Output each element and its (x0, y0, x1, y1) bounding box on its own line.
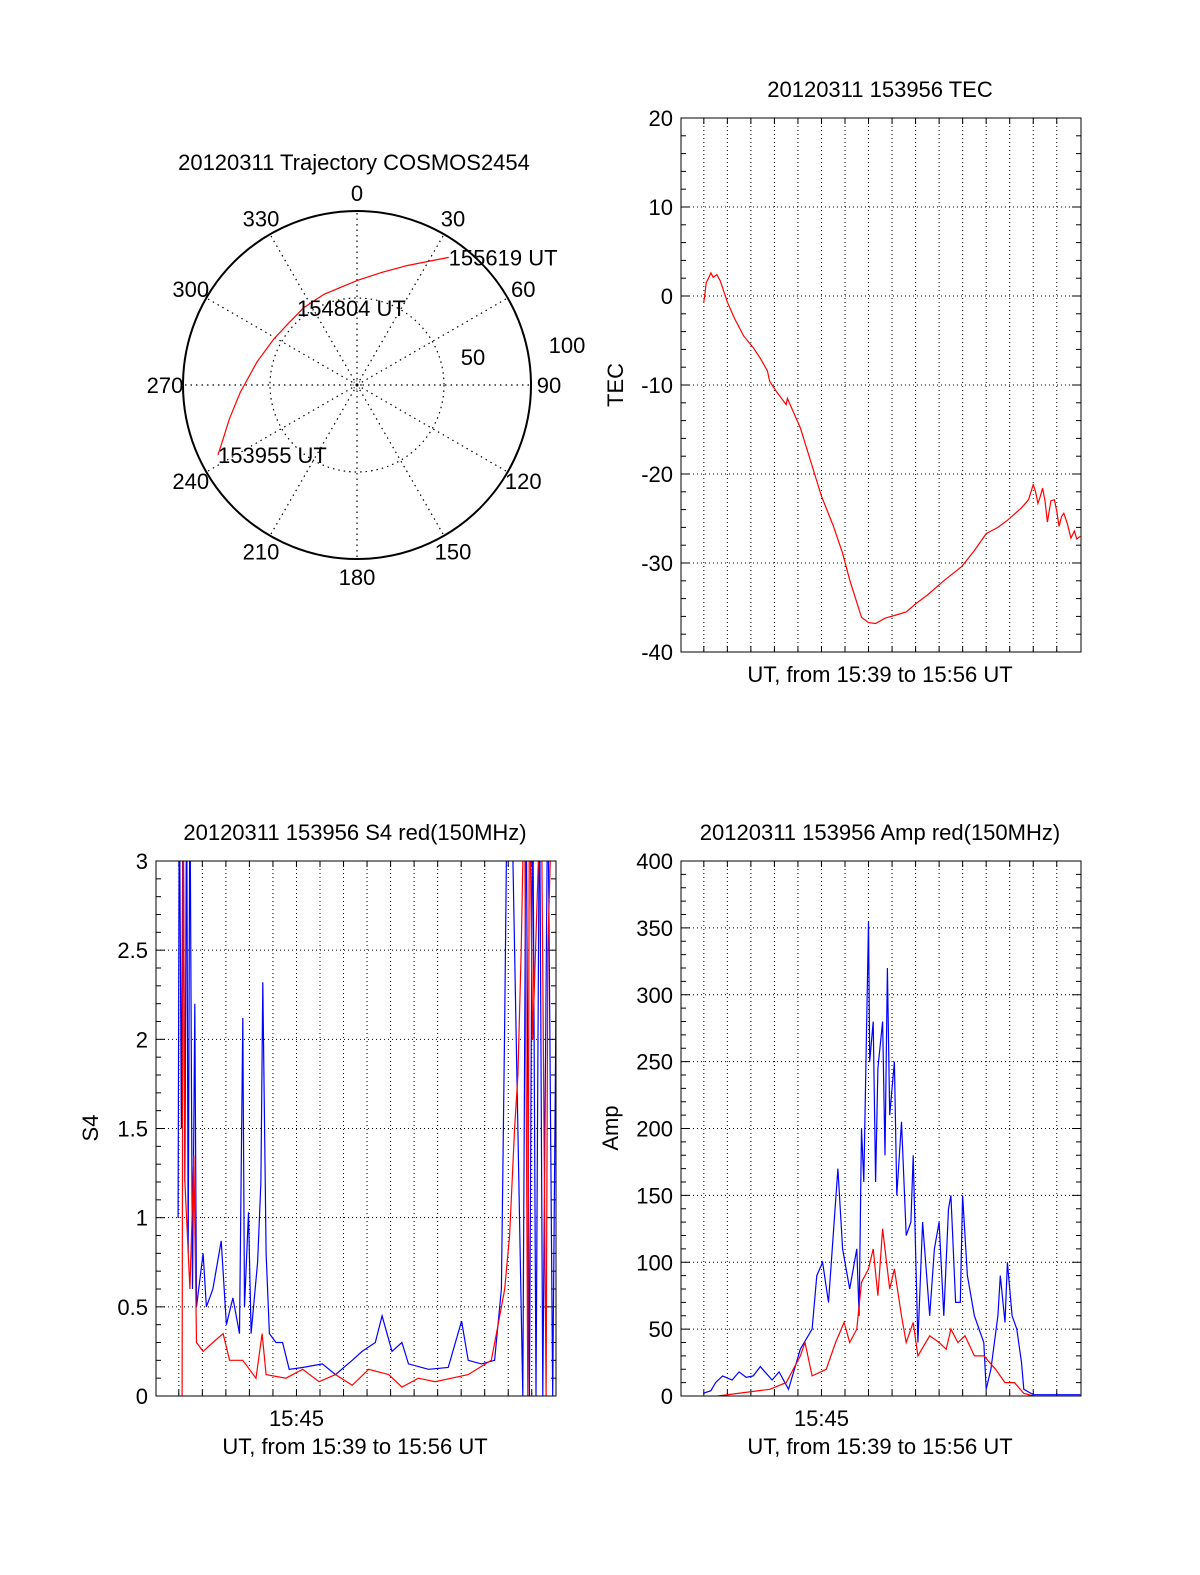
s4-series-blue (177, 861, 556, 1396)
azimuth-label: 210 (243, 539, 280, 564)
azimuth-gridline (356, 384, 445, 536)
tec-x-axis-label: UT, from 15:39 to 15:56 UT (747, 662, 1012, 687)
trajectory-title: 20120311 Trajectory COSMOS2454 (178, 150, 530, 175)
azimuth-label: 150 (435, 539, 472, 564)
s4-series-red (181, 861, 551, 1396)
y-tick-label: -40 (641, 640, 673, 665)
amp-series-blue (702, 921, 1081, 1396)
azimuth-gridline (269, 384, 358, 536)
azimuth-gridline (356, 384, 508, 473)
y-tick-label: 0.5 (117, 1295, 148, 1320)
azimuth-label: 30 (441, 207, 465, 232)
y-tick-label: 1.5 (117, 1117, 148, 1142)
amp-y-axis-label: Amp (598, 1105, 623, 1150)
y-tick-label: 20 (649, 106, 673, 131)
azimuth-gridline (269, 234, 358, 386)
amp-title: 20120311 153956 Amp red(150MHz) (700, 820, 1060, 845)
s4-y-axis-label: S4 (78, 1115, 103, 1142)
azimuth-label: 180 (339, 565, 376, 590)
y-tick-label: 300 (636, 983, 673, 1008)
radial-label: 50 (461, 345, 485, 370)
amp-x-axis-label: UT, from 15:39 to 15:56 UT (747, 1434, 1012, 1459)
y-tick-label: 0 (661, 1384, 673, 1409)
plot-frame (680, 117, 1082, 653)
trajectory-line (217, 256, 449, 456)
amp-plot: 20120311 153956 Amp red(150MHz) Amp UT, … (598, 820, 1082, 1459)
amp-series-red (717, 1228, 1034, 1396)
azimuth-label: 90 (537, 373, 561, 398)
time-annotation: 153955 UT (218, 443, 327, 468)
y-tick-label: 2.5 (117, 938, 148, 963)
radial-gridline-50 (269, 297, 445, 473)
y-tick-label: -30 (641, 551, 673, 576)
y-tick-label: 200 (636, 1117, 673, 1142)
azimuth-label: 240 (172, 469, 209, 494)
tec-title: 20120311 153956 TEC (767, 77, 993, 102)
y-tick-label: 350 (636, 916, 673, 941)
y-tick-label: -20 (641, 462, 673, 487)
y-tick-label: 0 (136, 1384, 148, 1409)
y-tick-label: 100 (636, 1250, 673, 1275)
y-tick-label: 10 (649, 195, 673, 220)
y-tick-label: 2 (136, 1027, 148, 1052)
y-tick-label: 3 (136, 849, 148, 874)
y-tick-label: 0 (661, 284, 673, 309)
y-tick-label: 50 (649, 1317, 673, 1342)
tec-series-TEC (703, 271, 1081, 625)
azimuth-gridline (206, 384, 358, 473)
x-tick-label: 15:45 (269, 1406, 324, 1431)
y-tick-label: 1 (136, 1206, 148, 1231)
azimuth-label: 330 (243, 207, 280, 232)
s4-plot: 20120311 153956 S4 red(150MHz) S4 UT, fr… (78, 820, 557, 1459)
azimuth-gridline (356, 297, 508, 386)
azimuth-label: 120 (505, 469, 542, 494)
y-tick-label: -10 (641, 373, 673, 398)
x-tick-label: 15:45 (794, 1406, 849, 1431)
center-marker (352, 380, 362, 390)
y-tick-label: 250 (636, 1050, 673, 1075)
azimuth-label: 270 (147, 373, 184, 398)
y-tick-label: 150 (636, 1183, 673, 1208)
azimuth-label: 0 (351, 181, 363, 206)
plot-frame (680, 860, 1082, 1397)
azimuth-gridline (206, 297, 358, 386)
plot-frame (155, 860, 557, 1397)
trajectory-polar-plot: 20120311 Trajectory COSMOS2454 0 30 60 90 12… (147, 150, 586, 590)
time-annotation: 154804 UT (297, 296, 406, 321)
s4-title: 20120311 153956 S4 red(150MHz) (183, 820, 526, 845)
y-tick-label: 400 (636, 849, 673, 874)
azimuth-label: 60 (511, 277, 535, 302)
s4-x-axis-label: UT, from 15:39 to 15:56 UT (222, 1434, 487, 1459)
tec-plot: 20120311 153956 TEC TEC UT, from 15:39 t… (603, 77, 1082, 687)
tec-y-axis-label: TEC (603, 363, 628, 407)
azimuth-gridline (356, 234, 445, 386)
radial-label: 100 (549, 333, 586, 358)
azimuth-label: 300 (172, 277, 209, 302)
outer-circle (182, 210, 532, 560)
time-annotation: 155619 UT (449, 245, 558, 270)
